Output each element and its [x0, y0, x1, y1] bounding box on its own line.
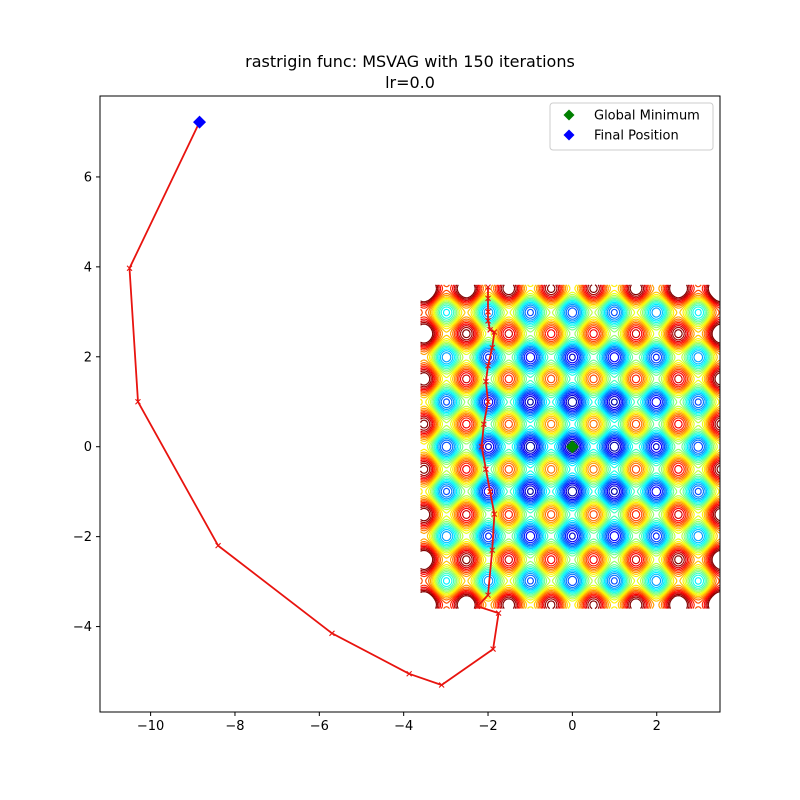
contour-line: [420, 284, 720, 609]
optimizer-path: [126, 119, 502, 688]
final-position-marker: [193, 115, 207, 129]
path-point: [495, 610, 502, 616]
path-point: [329, 630, 335, 637]
x-tick-label: −2: [478, 719, 497, 734]
legend-marker: [563, 109, 575, 121]
plot-area: [99, 95, 721, 713]
path-point: [485, 317, 491, 324]
y-tick-label: 2: [84, 350, 92, 365]
path-point: [485, 362, 491, 369]
x-tick-label: −4: [394, 719, 413, 734]
contour-line: [428, 293, 716, 600]
x-tick-label: 2: [653, 719, 661, 734]
legend-box: [549, 102, 714, 151]
contour-line: [482, 351, 663, 543]
x-tick-label: −6: [310, 719, 329, 734]
contour-line: [419, 284, 720, 610]
x-tick-label: 0: [568, 719, 576, 734]
path-point: [485, 284, 491, 290]
path-point: [485, 398, 491, 405]
contour-line: [420, 284, 720, 609]
path-point: [490, 646, 496, 652]
y-tick-label: 4: [84, 260, 92, 275]
contour-line: [420, 284, 720, 609]
path-point: [485, 308, 491, 315]
path-point: [485, 592, 491, 598]
path-point: [483, 378, 489, 385]
y-axis: −4 −2 0 2 4 6: [73, 170, 100, 635]
contour-line: [420, 284, 720, 609]
y-tick-label: −2: [73, 530, 92, 545]
contour-line: [420, 284, 720, 609]
x-tick-label: −8: [225, 719, 244, 734]
path-point: [126, 265, 133, 272]
contour-line: [525, 396, 620, 497]
path-point: [438, 682, 445, 688]
contour-line: [438, 303, 707, 590]
contour-line: [420, 284, 720, 609]
contour-line: [434, 299, 711, 594]
legend-label: Global Minimum: [594, 109, 700, 124]
path-point: [474, 603, 481, 610]
path-point: [483, 466, 489, 473]
legend: Global Minimum Final Position: [549, 102, 714, 151]
contour-line: [480, 349, 664, 545]
chart-title: rastrigin func: MSVAG with 150 iteration…: [245, 52, 575, 71]
marker-layer: [193, 115, 579, 454]
path-point: [487, 326, 494, 333]
contour-line: [484, 353, 660, 540]
contour-line: [441, 307, 704, 587]
contour-line: [420, 284, 720, 610]
path-point: [491, 511, 498, 518]
contour-line: [431, 297, 713, 597]
x-axis: −10 −8 −6 −4 −2 0 2: [137, 712, 661, 734]
path-point: [489, 344, 496, 351]
global-minimum-marker: [565, 440, 579, 454]
contour-line: [435, 301, 710, 593]
path-point: [135, 398, 141, 405]
contour-line: [439, 305, 705, 589]
path-point: [478, 443, 485, 450]
chart-subtitle: lr=0.0: [385, 73, 435, 92]
path-point: [485, 295, 491, 302]
path-point: [487, 488, 494, 495]
path-point: [480, 421, 487, 428]
axes-frame: [99, 95, 721, 713]
legend-marker: [563, 129, 575, 141]
legend-label: Final Position: [594, 129, 679, 144]
path-point: [491, 329, 498, 335]
y-tick-label: 6: [84, 170, 92, 185]
contour-line: [426, 291, 718, 602]
path-point: [406, 670, 413, 677]
contour-line: [433, 298, 712, 595]
path-point: [489, 547, 496, 554]
x-tick-label: −10: [137, 719, 164, 734]
y-tick-label: 0: [84, 440, 92, 455]
y-tick-label: −4: [73, 620, 92, 635]
contour-line: [430, 295, 715, 598]
path-point: [215, 542, 221, 549]
